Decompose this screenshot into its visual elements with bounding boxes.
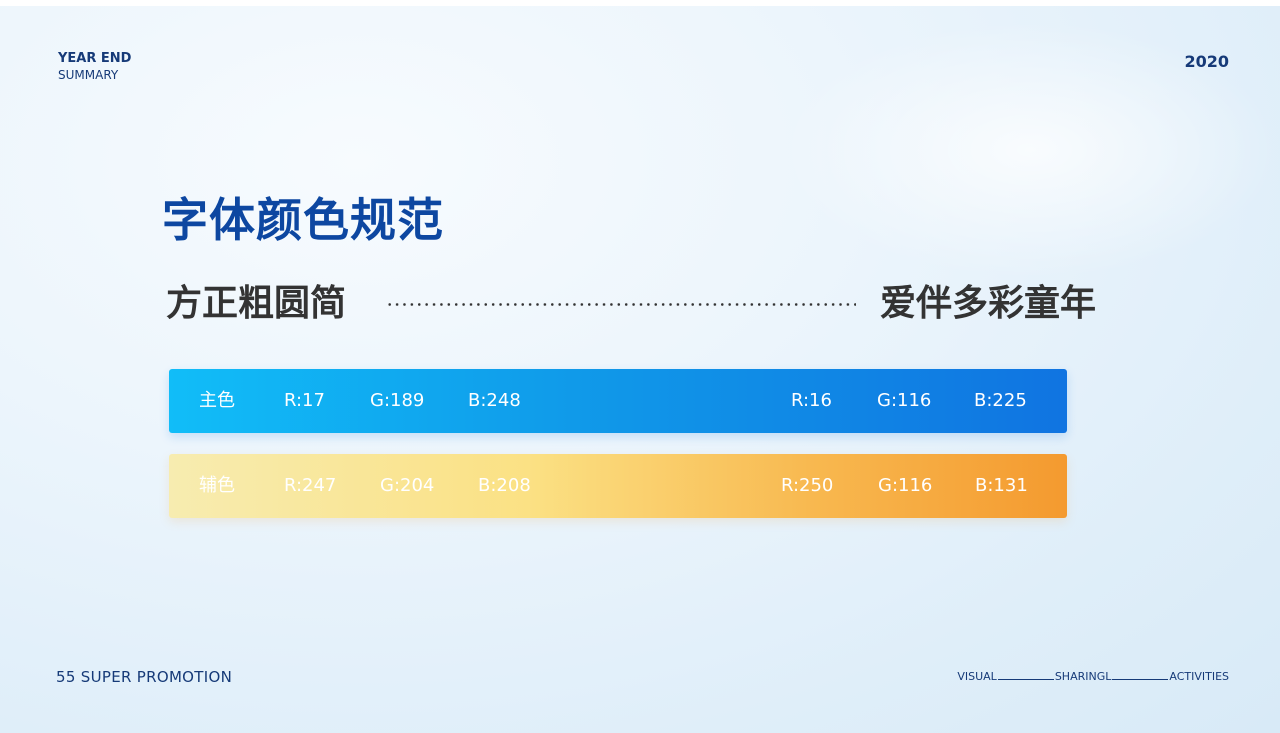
primary-start-b: B:248 — [468, 390, 521, 411]
year-label: 2020 — [1184, 52, 1229, 71]
secondary-color-label: 辅色 — [199, 475, 235, 496]
footer-word-activities: ACTIVITIES — [1169, 670, 1229, 683]
primary-color-label: 主色 — [199, 390, 235, 411]
brand-line-2: SUMMARY — [58, 68, 119, 82]
brand-line-1: YEAR END — [58, 51, 132, 66]
background-glow — [780, 20, 1280, 280]
footer-divider-line — [997, 679, 1054, 680]
footer-promotion-text: 55 SUPER PROMOTION — [56, 668, 233, 686]
footer-divider-line — [1112, 679, 1169, 680]
primary-end-r: R:16 — [791, 390, 832, 411]
footer-word-visual: VISUAL — [957, 670, 997, 683]
secondary-start-r: R:247 — [284, 475, 337, 496]
secondary-color-bar: 辅色 R:247 G:204 B:208 R:250 G:116 B:131 — [169, 454, 1067, 518]
secondary-start-b: B:208 — [478, 475, 531, 496]
primary-start-g: G:189 — [370, 390, 425, 411]
font-name-label: 方正粗圆简 — [166, 283, 347, 324]
brand-block: YEAR END SUMMARY — [58, 51, 131, 83]
footer-word-sharing: SHARINGL — [1054, 670, 1112, 683]
secondary-end-r: R:250 — [781, 475, 834, 496]
primary-end-g: G:116 — [877, 390, 932, 411]
page-title: 字体颜色规范 — [162, 193, 444, 247]
top-border-strip — [0, 0, 1280, 6]
primary-end-b: B:225 — [974, 390, 1027, 411]
secondary-start-g: G:204 — [380, 475, 435, 496]
primary-start-r: R:17 — [284, 390, 325, 411]
secondary-end-b: B:131 — [975, 475, 1028, 496]
secondary-end-g: G:116 — [878, 475, 933, 496]
dotted-leader — [386, 303, 856, 306]
footer-tagline: VISUAL SHARINGL ACTIVITIES — [957, 670, 1229, 683]
primary-color-bar: 主色 R:17 G:189 B:248 R:16 G:116 B:225 — [169, 369, 1067, 433]
font-sample-text: 爱伴多彩童年 — [880, 283, 1097, 324]
